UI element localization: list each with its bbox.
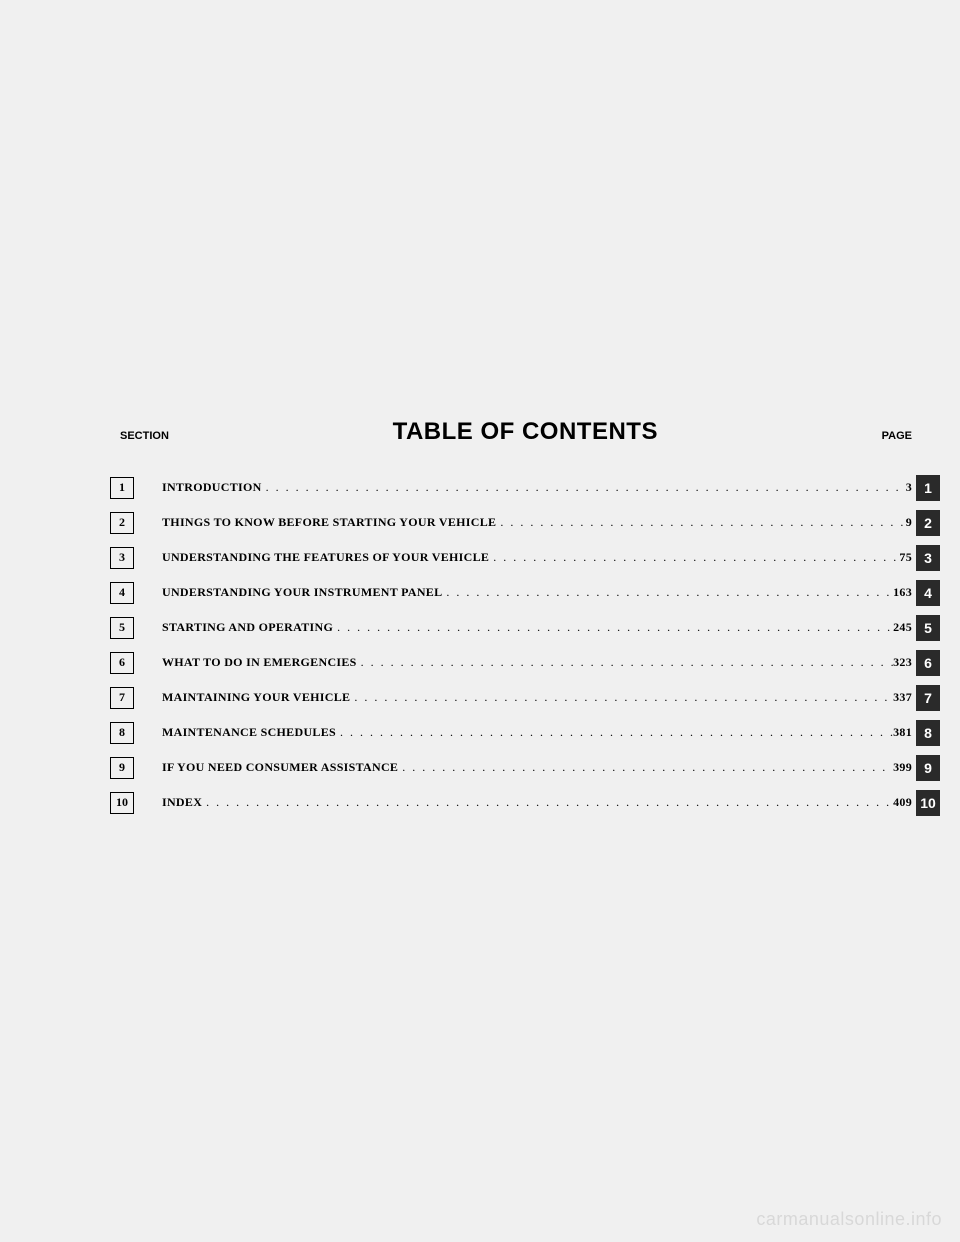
toc-dots: . . . . . . . . . . . . . . . . . . . . … — [442, 585, 893, 600]
toc-row: 10INDEX. . . . . . . . . . . . . . . . .… — [110, 785, 940, 820]
toc-entry: INTRODUCTION. . . . . . . . . . . . . . … — [162, 480, 916, 495]
toc-page-number: 75 — [899, 550, 916, 565]
section-number-box: 1 — [110, 477, 134, 499]
section-tab: 6 — [916, 650, 940, 676]
toc-row: 7MAINTAINING YOUR VEHICLE. . . . . . . .… — [110, 680, 940, 715]
toc-dots: . . . . . . . . . . . . . . . . . . . . … — [398, 760, 893, 775]
toc-header: SECTION TABLE OF CONTENTS PAGE — [110, 418, 940, 446]
section-number-box: 6 — [110, 652, 134, 674]
toc-dots: . . . . . . . . . . . . . . . . . . . . … — [202, 795, 893, 810]
toc-row: 3 UNDERSTANDING THE FEATURES OF YOUR VEHI… — [110, 540, 940, 575]
section-tab: 4 — [916, 580, 940, 606]
toc-dots: . . . . . . . . . . . . . . . . . . . . … — [336, 725, 893, 740]
toc-row: 5STARTING AND OPERATING. . . . . . . . .… — [110, 610, 940, 645]
toc-entry: IF YOU NEED CONSUMER ASSISTANCE. . . . .… — [162, 760, 916, 775]
toc-page-number: 337 — [893, 690, 916, 705]
section-number-box: 7 — [110, 687, 134, 709]
toc-title: MAINTAINING YOUR VEHICLE — [162, 690, 350, 705]
toc-dots: . . . . . . . . . . . . . . . . . . . . … — [357, 655, 893, 670]
toc-title: WHAT TO DO IN EMERGENCIES — [162, 655, 357, 670]
toc-title: STARTING AND OPERATING — [162, 620, 333, 635]
section-tab: 9 — [916, 755, 940, 781]
toc-title: INTRODUCTION — [162, 480, 262, 495]
toc-entry: THINGS TO KNOW BEFORE STARTING YOUR VEHI… — [162, 515, 916, 530]
toc-page-number: 399 — [893, 760, 916, 775]
toc-row: 2 THINGS TO KNOW BEFORE STARTING YOUR VEH… — [110, 505, 940, 540]
toc-dots: . . . . . . . . . . . . . . . . . . . . … — [496, 515, 905, 530]
toc-title: IF YOU NEED CONSUMER ASSISTANCE — [162, 760, 398, 775]
section-tab: 8 — [916, 720, 940, 746]
toc-title: INDEX — [162, 795, 202, 810]
section-tab: 3 — [916, 545, 940, 571]
toc-page-number: 9 — [906, 515, 916, 530]
section-number-box: 4 — [110, 582, 134, 604]
toc-title: MAINTENANCE SCHEDULES — [162, 725, 336, 740]
watermark: carmanualsonline.info — [756, 1209, 942, 1230]
section-tab: 5 — [916, 615, 940, 641]
section-tab: 2 — [916, 510, 940, 536]
toc-entry: MAINTENANCE SCHEDULES. . . . . . . . . .… — [162, 725, 916, 740]
section-number-box: 10 — [110, 792, 134, 814]
toc-title: THINGS TO KNOW BEFORE STARTING YOUR VEHI… — [162, 515, 496, 530]
section-tab: 1 — [916, 475, 940, 501]
toc-entry: MAINTAINING YOUR VEHICLE. . . . . . . . … — [162, 690, 916, 705]
toc-row: 1INTRODUCTION. . . . . . . . . . . . . .… — [110, 470, 940, 505]
toc-entry: UNDERSTANDING YOUR INSTRUMENT PANEL. . .… — [162, 585, 916, 600]
toc-list: 1INTRODUCTION. . . . . . . . . . . . . .… — [110, 470, 940, 820]
section-tab: 10 — [916, 790, 940, 816]
toc-row: 4UNDERSTANDING YOUR INSTRUMENT PANEL. . … — [110, 575, 940, 610]
section-tab: 7 — [916, 685, 940, 711]
toc-dots: . . . . . . . . . . . . . . . . . . . . … — [333, 620, 893, 635]
toc-entry: INDEX. . . . . . . . . . . . . . . . . .… — [162, 795, 916, 810]
section-number-box: 9 — [110, 757, 134, 779]
toc-page-number: 323 — [893, 655, 916, 670]
toc-dots: . . . . . . . . . . . . . . . . . . . . … — [489, 550, 899, 565]
section-number-box: 5 — [110, 617, 134, 639]
toc-row: 9IF YOU NEED CONSUMER ASSISTANCE. . . . … — [110, 750, 940, 785]
toc-dots: . . . . . . . . . . . . . . . . . . . . … — [262, 480, 906, 495]
toc-entry: STARTING AND OPERATING. . . . . . . . . … — [162, 620, 916, 635]
toc-page-number: 3 — [906, 480, 916, 495]
page-label: PAGE — [882, 430, 912, 442]
toc-row: 8MAINTENANCE SCHEDULES. . . . . . . . . … — [110, 715, 940, 750]
toc-dots: . . . . . . . . . . . . . . . . . . . . … — [350, 690, 893, 705]
toc-page: SECTION TABLE OF CONTENTS PAGE 1INTRODUC… — [110, 418, 940, 820]
toc-title: UNDERSTANDING YOUR INSTRUMENT PANEL — [162, 585, 442, 600]
section-number-box: 2 — [110, 512, 134, 534]
toc-page-number: 381 — [893, 725, 916, 740]
toc-row: 6WHAT TO DO IN EMERGENCIES. . . . . . . … — [110, 645, 940, 680]
section-number-box: 3 — [110, 547, 134, 569]
toc-page-number: 245 — [893, 620, 916, 635]
page-title: TABLE OF CONTENTS — [393, 418, 658, 446]
section-label: SECTION — [120, 430, 169, 442]
section-number-box: 8 — [110, 722, 134, 744]
toc-page-number: 163 — [893, 585, 916, 600]
toc-entry: UNDERSTANDING THE FEATURES OF YOUR VEHIC… — [162, 550, 916, 565]
toc-entry: WHAT TO DO IN EMERGENCIES. . . . . . . .… — [162, 655, 916, 670]
toc-page-number: 409 — [893, 795, 916, 810]
toc-title: UNDERSTANDING THE FEATURES OF YOUR VEHIC… — [162, 550, 489, 565]
